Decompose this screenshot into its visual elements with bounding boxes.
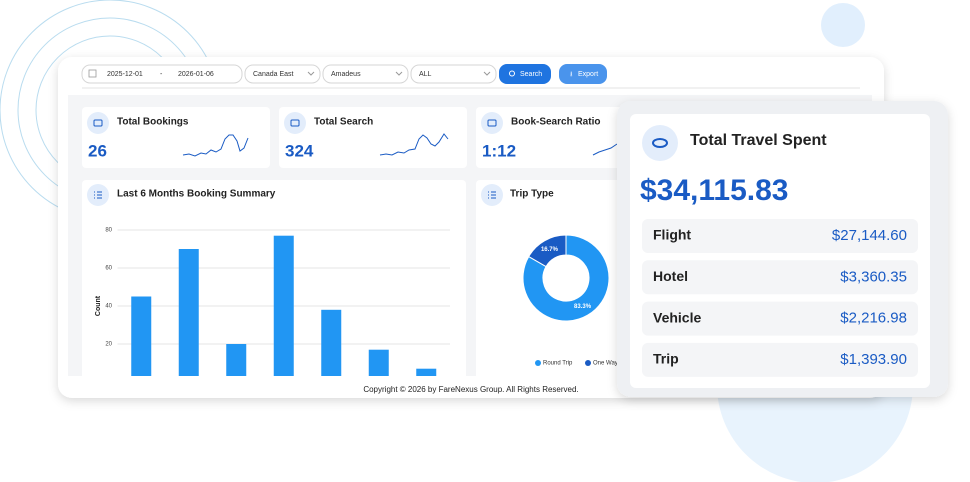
chart-title: Trip Type [510,189,554,200]
travel-row [642,219,918,253]
travel-total: $34,115.83 [640,174,789,207]
icon [284,112,306,134]
bar [226,344,247,376]
stat-value: 1:12 [482,141,516,160]
coin-icon [652,138,668,148]
bar [416,368,437,376]
chart-title: Last 6 Months Booking Summary [117,189,276,200]
stat-label: Book-Search Ratio [511,117,600,128]
travel-label: Hotel [653,268,688,284]
chevron [483,71,491,76]
stat-value: 26 [88,141,107,160]
bar [368,349,389,376]
stats: Total Bookings 26 Total Search 324 Book-Sear… [82,107,656,168]
legend-label: Round Trip [543,361,573,367]
export-icon: ⭳ [570,71,573,78]
pie-slice [522,234,610,322]
icon [642,125,678,161]
chevron [307,71,315,76]
icon-glyph [487,119,497,127]
icon-glyph [93,119,103,127]
travel-row [642,260,918,295]
export-label: Export [578,71,598,78]
slice-label: 16.7% [541,247,559,253]
travel-row [642,342,918,377]
y-tick-label: 80 [105,228,112,234]
decoration [821,3,865,47]
trip: ALL [419,71,432,78]
travel-label: Vehicle [653,309,701,325]
list-icon [94,191,102,199]
content-bottom [68,376,872,380]
region: Canada East [253,71,294,78]
start-date: 2025-12-01 [107,71,143,78]
search-button[interactable] [499,64,551,84]
travel-items: Flight $27,144.60 Hotel $3,360.35 Vehicle $2,… [642,219,918,377]
legend-label: One Way [593,361,618,367]
legend-swatch [585,360,591,366]
y-tick-label: 20 [105,342,112,348]
slice-label: 83.3% [574,304,592,310]
bar [321,309,342,376]
provider-select[interactable] [322,64,409,84]
footer: Copyright © 2026 by FareNexus Group. All… [363,385,578,394]
stat-card [82,107,270,168]
stat-card [279,107,467,168]
travel-label: Trip [653,351,679,367]
icon [481,112,503,134]
separator: - [160,71,163,78]
pie-chart: 83.3% Round Trip 16.7% One Way [522,234,618,367]
trip-select[interactable] [410,64,497,84]
travel-amount: $1,393.90 [840,351,907,368]
travel-title: Total Travel Spent [690,132,827,149]
bar [273,235,294,376]
stat-label: Total Bookings [117,117,189,128]
list-icon [488,191,496,199]
bar [131,296,152,376]
filter-bar: 2025-12-01 - 2026-01-06 Canada East Amad… [81,64,860,89]
legend-swatch [535,360,541,366]
search-label: Search [520,71,542,78]
sparkline [379,133,449,156]
sparkline [182,134,249,157]
pie-slice [528,234,567,268]
stat-card [476,107,656,168]
travel-amount: $2,216.98 [840,310,907,327]
export-button[interactable] [559,64,607,84]
chevron [395,71,403,76]
sparkline [592,143,618,156]
date-range[interactable] [81,64,243,84]
icon [87,112,109,134]
bar [178,249,199,376]
bar-chart: Count 20 40 60 80 [95,228,450,376]
region-select[interactable] [244,64,321,84]
calendar-icon [88,69,97,78]
travel-row [642,301,918,336]
provider: Amadeus [331,71,361,78]
travel-label: Flight [653,227,691,243]
icon-glyph [290,119,300,127]
y-tick-label: 40 [105,304,112,310]
search-icon [509,70,515,77]
y-tick-label: 60 [105,266,112,272]
y-axis-label: Count [95,295,102,316]
travel-amount: $3,360.35 [840,268,907,285]
travel-amount: $27,144.60 [832,227,907,244]
end-date: 2026-01-06 [178,71,214,78]
stat-label: Total Search [314,117,373,128]
stat-value: 324 [285,141,314,160]
